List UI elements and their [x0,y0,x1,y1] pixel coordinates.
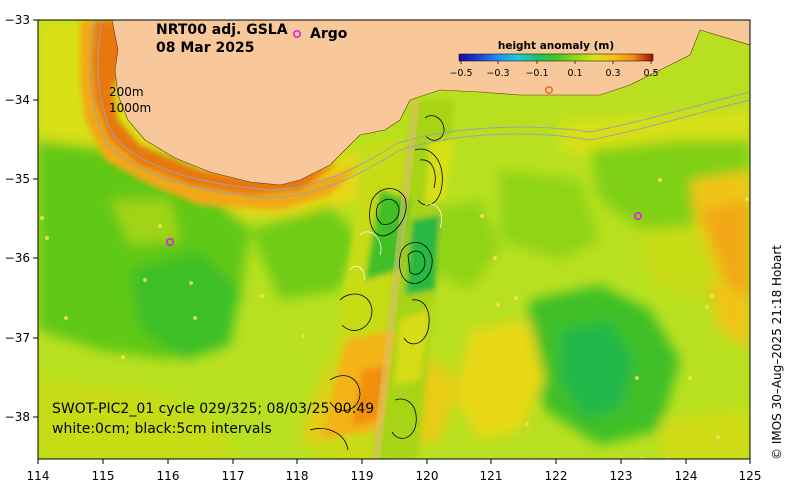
y-tick-label: −34 [5,93,30,107]
colorbar-tick-label: −0.3 [486,68,509,79]
x-tick-label: 122 [545,469,568,483]
x-tick-label: 118 [286,469,309,483]
y-tick-label: −33 [5,13,30,27]
drifter-dots [40,178,749,459]
swot-annotation-line1: SWOT-PIC2_01 cycle 029/325; 08/03/25 00:… [52,401,374,417]
y-tick-label: −36 [5,251,30,265]
x-tick-label: 120 [416,469,439,483]
argo-floats [166,86,642,247]
colorbar-tick-label: −0.1 [525,68,548,79]
colorbar: height anomaly (m) −0.5 −0.3 −0.1 0.1 0.… [449,40,658,79]
x-tick-label: 116 [157,469,180,483]
bathymetry-contours [90,20,750,199]
x-tick-label: 115 [92,469,115,483]
x-tick-label: 125 [739,469,762,483]
x-tick-label: 124 [675,469,698,483]
y-tick-label: −38 [5,410,30,424]
argo-legend-label: Argo [310,26,348,42]
swot-swath [316,100,455,459]
y-tick-label: −37 [5,331,30,345]
depth-label-1000m: 1000m [109,101,151,115]
argo-float-marker [544,86,553,95]
x-tick-label: 121 [480,469,503,483]
argo-float-marker [166,238,175,247]
y-tick-label: −35 [5,172,30,186]
x-axis: 114 115 116 117 118 119 120 121 122 123 … [27,459,762,483]
colorbar-tick-label: 0.3 [605,68,620,79]
colorbar-tick-label: −0.5 [449,68,472,79]
colorbar-title: height anomaly (m) [498,40,614,52]
colorbar-tick-label: 0.5 [643,68,658,79]
colorbar-gradient [458,53,654,62]
x-tick-label: 117 [222,469,245,483]
colorbar-tick-label: 0.1 [567,68,582,79]
depth-label-200m: 200m [109,85,144,99]
argo-legend-marker [292,29,301,38]
swot-contours [309,115,445,451]
argo-legend: Argo [292,26,348,42]
map-title-product: NRT00 adj. GSLA [156,22,288,38]
swot-annotation-line2: white:0cm; black:5cm intervals [52,421,272,437]
x-tick-label: 119 [351,469,374,483]
x-tick-label: 114 [27,469,50,483]
plot-frame [37,19,751,460]
y-axis: −33 −34 −35 −36 −37 −38 [5,13,38,424]
argo-float-marker [633,212,642,221]
map-title-date: 08 Mar 2025 [156,40,254,56]
copyright-notice: © IMOS 30–Aug–2025 21:18 Hobart [770,245,784,460]
x-tick-label: 123 [610,469,633,483]
